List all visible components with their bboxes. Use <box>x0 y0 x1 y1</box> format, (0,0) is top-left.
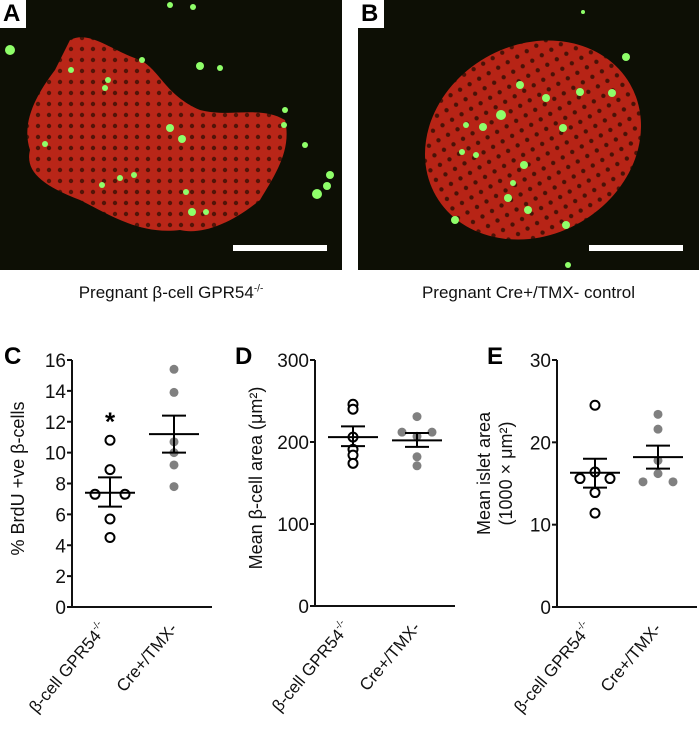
y-axis-label: Mean islet area <box>474 411 494 535</box>
caption-b-text: Pregnant Cre+/TMX- control <box>421 283 636 302</box>
data-point <box>589 399 601 411</box>
data-point <box>427 427 437 437</box>
caption-b: Pregnant Cre+/TMX- control <box>358 283 699 303</box>
panel-label-b: B <box>358 0 385 28</box>
charts-area: C 0 2 4 6 8 10 12 14 16 % BrdU +ve β-cells * β-cell … <box>4 343 697 717</box>
y-tick-label: 4 <box>55 536 66 557</box>
panel-label-a: A <box>0 0 27 28</box>
data-point <box>104 434 116 446</box>
micrograph-b: B <box>358 0 699 270</box>
data-point <box>668 477 678 487</box>
y-tick-label: 20 <box>530 433 551 454</box>
caption-a-text: Pregnant β-cell GPR54 <box>78 283 254 302</box>
data-point <box>397 427 407 437</box>
y-tick-label: 30 <box>530 351 551 372</box>
x-label-control: Cre+/TMX- <box>113 619 181 695</box>
data-point <box>604 473 616 485</box>
panel-label-c: C <box>4 343 21 370</box>
x-label-control: Cre+/TMX- <box>597 619 665 695</box>
y-tick-label: 300 <box>277 351 309 372</box>
y-axis-label: Mean β-cell area (μm²) <box>246 387 266 570</box>
data-point <box>169 460 179 470</box>
y-tick-label: 14 <box>45 382 67 403</box>
chart-panel-c: C 0 2 4 6 8 10 12 14 16 % BrdU +ve β-cells * β-cell … <box>4 343 212 717</box>
chart-panel-d: D 0 100 200 300 Mean β-cell area (μm²) β-cell … <box>235 343 455 716</box>
islet-image-knockout <box>5 2 334 232</box>
islet-image-control <box>424 10 642 268</box>
panel-label-d: D <box>235 343 252 370</box>
data-point <box>169 364 179 374</box>
data-point <box>169 387 179 397</box>
panel-label-e: E <box>487 343 503 370</box>
data-point <box>574 473 586 485</box>
y-tick-label: 0 <box>540 598 551 619</box>
x-label-knockout: β-cell GPR54-/- <box>267 618 354 716</box>
y-tick-label: 200 <box>277 433 309 454</box>
scale-bar-b <box>589 245 683 251</box>
data-point <box>104 532 116 544</box>
y-tick-label: 10 <box>530 516 551 537</box>
y-tick-label: 2 <box>55 567 66 588</box>
caption-a: Pregnant β-cell GPR54-/- <box>0 283 342 303</box>
x-label-control: Cre+/TMX- <box>356 618 424 694</box>
data-point <box>104 464 116 476</box>
y-tick-label: 16 <box>45 351 66 372</box>
micrograph-a: A <box>0 0 342 270</box>
data-point <box>412 412 422 422</box>
x-label-knockout: β-cell GPR54-/- <box>509 619 596 717</box>
data-point <box>653 424 663 434</box>
data-point <box>412 452 422 462</box>
series-control <box>392 412 442 471</box>
data-point <box>119 488 131 500</box>
y-tick-label: 0 <box>55 598 66 619</box>
y-tick-label: 10 <box>45 444 66 465</box>
data-point <box>589 487 601 499</box>
data-point <box>638 477 648 487</box>
series-knockout: * <box>85 406 135 544</box>
data-point <box>653 469 663 479</box>
y-tick-label: 6 <box>55 505 66 526</box>
series-control <box>149 364 199 492</box>
data-point <box>89 488 101 500</box>
y-tick-label: 8 <box>55 475 66 496</box>
y-axis-label-units: (1000 × μm²) <box>496 422 516 526</box>
y-tick-label: 12 <box>45 413 66 434</box>
data-point <box>653 409 663 419</box>
y-tick-label: 0 <box>298 597 309 618</box>
data-point <box>104 513 116 525</box>
series-control <box>633 409 683 487</box>
significance-asterisk: * <box>105 406 116 436</box>
scale-bar-a <box>233 245 327 251</box>
data-point <box>412 461 422 471</box>
caption-a-sup: -/- <box>253 283 264 295</box>
y-axis-label: % BrdU +ve β-cells <box>8 402 28 556</box>
series-knockout <box>570 399 620 519</box>
data-point <box>347 457 359 469</box>
data-point <box>347 403 359 415</box>
chart-panel-e: E 0 10 20 30 Mean islet area (1000 × μm²) β-cel… <box>474 343 697 717</box>
data-point <box>169 482 179 492</box>
data-point <box>589 507 601 519</box>
series-knockout <box>328 398 378 469</box>
y-tick-label: 100 <box>277 515 309 536</box>
x-label-knockout: β-cell GPR54-/- <box>24 619 111 717</box>
